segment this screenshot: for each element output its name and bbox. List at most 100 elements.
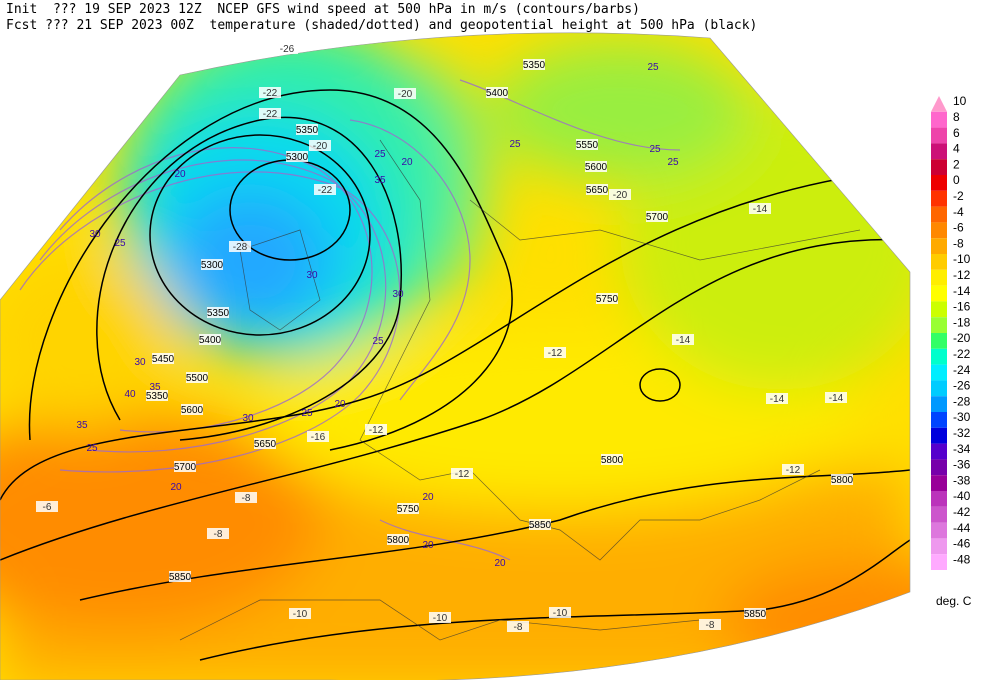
temperature-label-box bbox=[394, 88, 416, 99]
temperature-label-box bbox=[766, 393, 788, 404]
height-label-box bbox=[174, 461, 196, 472]
colorbar-swatch bbox=[931, 459, 947, 476]
colorbar-label: 6 bbox=[953, 126, 960, 140]
colorbar-label: -46 bbox=[953, 537, 971, 551]
height-label-box bbox=[585, 161, 607, 172]
height-label-box bbox=[529, 519, 551, 530]
height-label-box bbox=[486, 87, 508, 98]
height-label-box bbox=[207, 307, 229, 318]
height-label-box bbox=[254, 438, 276, 449]
temperature-label-box bbox=[259, 108, 281, 119]
height-label: 5600 bbox=[181, 405, 204, 416]
colorbar-label: -38 bbox=[953, 473, 971, 487]
height-label: 5300 bbox=[286, 152, 309, 163]
colorbar-swatch bbox=[931, 206, 947, 223]
height-label: 5300 bbox=[201, 260, 224, 271]
temperature-label: -22 bbox=[263, 88, 278, 99]
height-label: 5750 bbox=[596, 294, 619, 305]
height-label-box bbox=[397, 503, 419, 514]
colorbar-label: -24 bbox=[953, 363, 971, 377]
height-label: 5750 bbox=[397, 504, 420, 515]
height-label-box bbox=[646, 211, 668, 222]
height-label: 5700 bbox=[174, 462, 197, 473]
height-label-box bbox=[744, 608, 766, 619]
colorbar-swatch bbox=[931, 364, 947, 381]
wind-label: 25 bbox=[86, 443, 98, 454]
temperature-label: -8 bbox=[514, 622, 523, 633]
temperature-label: -12 bbox=[369, 425, 384, 436]
temperature-label: -12 bbox=[548, 348, 563, 359]
temperature-label-box bbox=[699, 619, 721, 630]
temperature-label: -16 bbox=[311, 432, 326, 443]
temperature-label: -20 bbox=[613, 190, 628, 201]
wind-label: 25 bbox=[301, 408, 313, 419]
colorbar-swatch bbox=[931, 396, 947, 412]
temperature-label: -20 bbox=[398, 89, 413, 100]
temperature-label: -8 bbox=[242, 493, 251, 504]
colorbar-swatch bbox=[931, 506, 947, 523]
height-label-box bbox=[169, 571, 191, 582]
height-label: 5500 bbox=[186, 373, 209, 384]
wind-label: 35 bbox=[76, 420, 88, 431]
colorbar-label: -12 bbox=[953, 268, 971, 282]
temperature-label: -10 bbox=[433, 613, 448, 624]
temperature-label: -22 bbox=[318, 185, 333, 196]
header-line: Fcst ??? 21 SEP 2023 00Z temperature (sh… bbox=[6, 18, 757, 33]
colorbar-label: -40 bbox=[953, 489, 971, 503]
temperature-label-box bbox=[825, 392, 847, 403]
colorbar-label: -28 bbox=[953, 394, 971, 408]
temperature-label-box bbox=[309, 140, 331, 151]
wind-label: 30 bbox=[134, 357, 146, 368]
colorbar-label: -42 bbox=[953, 505, 971, 519]
colorbar-swatch bbox=[931, 317, 947, 333]
wind-label: 30 bbox=[242, 413, 254, 424]
colorbar-swatch bbox=[931, 348, 947, 365]
colorbar-swatch bbox=[931, 333, 947, 349]
height-label-box bbox=[296, 124, 318, 135]
height-label: 5350 bbox=[523, 60, 546, 71]
temperature-label: -8 bbox=[706, 620, 715, 631]
height-label: 5450 bbox=[152, 354, 175, 365]
temperature-label-box bbox=[782, 464, 804, 475]
colorbar-swatch bbox=[931, 475, 947, 491]
wind-label: 35 bbox=[149, 382, 161, 393]
temperature-label-box bbox=[609, 189, 631, 200]
height-label: 5800 bbox=[831, 475, 854, 486]
height-label: 5600 bbox=[585, 162, 608, 173]
colorbar-label: 8 bbox=[953, 110, 960, 124]
colorbar-label: -20 bbox=[953, 331, 971, 345]
height-label: 5350 bbox=[296, 125, 319, 136]
wind-label: 25 bbox=[667, 157, 679, 168]
colorbar-label: -6 bbox=[953, 221, 964, 235]
colorbar-swatch bbox=[931, 159, 947, 175]
wind-label: 20 bbox=[422, 492, 434, 503]
colorbar-label: -44 bbox=[953, 521, 971, 535]
height-label-box bbox=[576, 139, 598, 150]
wind-label: 20 bbox=[174, 169, 186, 180]
height-label-box bbox=[181, 404, 203, 415]
height-label-box bbox=[286, 151, 308, 162]
colorbar-swatch bbox=[931, 522, 947, 539]
temperature-label: -14 bbox=[676, 335, 691, 346]
temperature-label: -28 bbox=[233, 242, 248, 253]
height-label-box bbox=[586, 184, 608, 195]
height-label-box bbox=[199, 334, 221, 345]
colorbar-label: -22 bbox=[953, 347, 971, 361]
height-label: 5800 bbox=[601, 455, 624, 466]
height-label: 5650 bbox=[586, 185, 609, 196]
temperature-label-box bbox=[672, 334, 694, 345]
colorbar-label: 4 bbox=[953, 142, 960, 156]
colorbar-swatch bbox=[931, 443, 947, 460]
wind-label: 20 bbox=[334, 399, 346, 410]
colorbar-label: -14 bbox=[953, 284, 971, 298]
colorbar-unit: deg. C bbox=[936, 594, 972, 608]
colorbar-swatch bbox=[931, 111, 947, 128]
colorbar-swatch bbox=[931, 175, 947, 191]
colorbar-swatch bbox=[931, 427, 947, 444]
height-label-box bbox=[387, 534, 409, 545]
wind-label: 30 bbox=[392, 289, 404, 300]
temperature-label: -8 bbox=[214, 529, 223, 540]
colorbar-swatch bbox=[931, 538, 947, 555]
colorbar-label: -26 bbox=[953, 379, 971, 393]
